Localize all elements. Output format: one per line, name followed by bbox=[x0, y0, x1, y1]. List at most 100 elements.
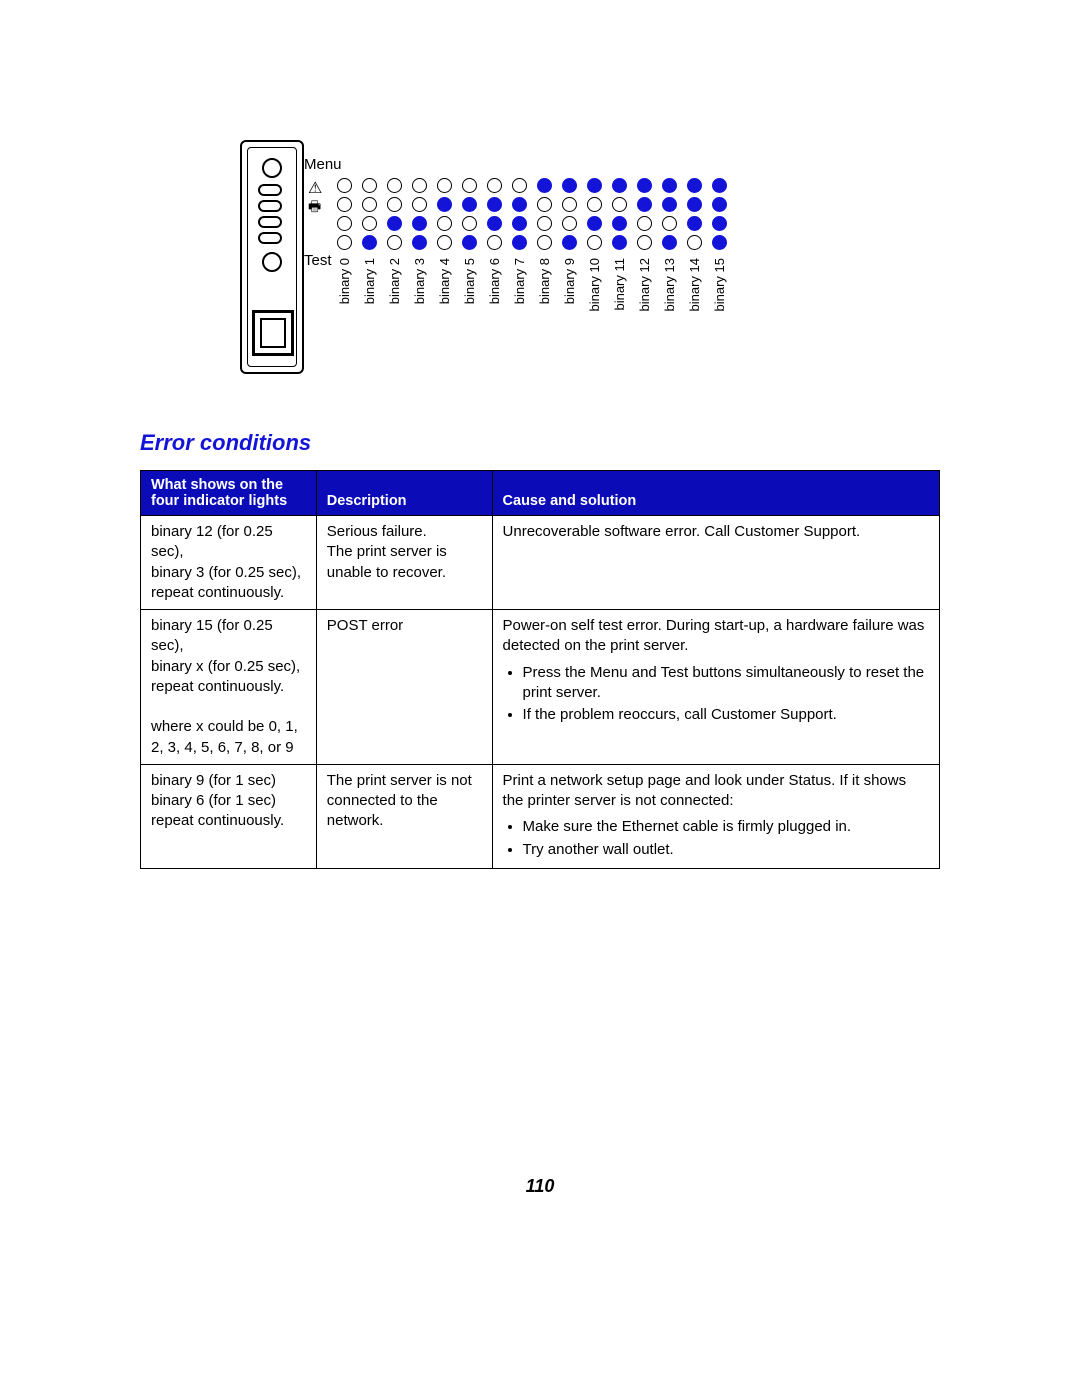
led-column-label: binary 12 bbox=[637, 258, 652, 311]
led-column: binary 4 bbox=[436, 178, 453, 311]
led-on-icon bbox=[512, 216, 527, 231]
led-column-label: binary 11 bbox=[612, 258, 627, 311]
led-column-label: binary 9 bbox=[562, 258, 577, 304]
led-on-icon bbox=[487, 216, 502, 231]
solution-bullet: If the problem reoccurs, call Customer S… bbox=[523, 705, 929, 725]
led-column: binary 2 bbox=[386, 178, 403, 311]
printer-icon: 🖶 bbox=[308, 196, 321, 220]
menu-label: Menu bbox=[304, 156, 342, 173]
led-off-icon bbox=[437, 178, 452, 193]
led-off-icon bbox=[562, 216, 577, 231]
led-off-icon bbox=[587, 197, 602, 212]
led-off-icon bbox=[462, 178, 477, 193]
led-on-icon bbox=[587, 178, 602, 193]
led-on-icon bbox=[687, 197, 702, 212]
led-column: binary 3 bbox=[411, 178, 428, 311]
led-columns: binary 0 binary 1 binary 2 binary 3 binary 4… bbox=[336, 178, 728, 311]
led-on-icon bbox=[462, 235, 477, 250]
led-column: binary 0 bbox=[336, 178, 353, 311]
led-off-icon bbox=[337, 216, 352, 231]
led-column-label: binary 10 bbox=[587, 258, 602, 311]
led-off-icon bbox=[412, 197, 427, 212]
led-column-label: binary 1 bbox=[362, 258, 377, 304]
led-on-icon bbox=[662, 235, 677, 250]
led-on-icon bbox=[437, 197, 452, 212]
solution-bullets: Make sure the Ethernet cable is firmly p… bbox=[503, 817, 929, 860]
led-off-icon bbox=[687, 235, 702, 250]
cell-lights: binary 9 (for 1 sec) binary 6 (for 1 sec… bbox=[141, 764, 317, 868]
led-off-icon bbox=[587, 235, 602, 250]
led-column: binary 14 bbox=[686, 178, 703, 311]
led-off-icon bbox=[487, 178, 502, 193]
device-mid-bars bbox=[258, 184, 282, 248]
table-header: What shows on the four indicator lights bbox=[141, 471, 317, 516]
led-column-label: binary 6 bbox=[487, 258, 502, 304]
solution-bullet: Press the Menu and Test buttons simultan… bbox=[523, 663, 929, 704]
led-column: binary 5 bbox=[461, 178, 478, 311]
cell-description: Serious failure. The print server is una… bbox=[316, 516, 492, 610]
led-on-icon bbox=[487, 197, 502, 212]
led-off-icon bbox=[362, 216, 377, 231]
led-on-icon bbox=[412, 216, 427, 231]
cell-solution: Unrecoverable software error. Call Custo… bbox=[492, 516, 939, 610]
led-on-icon bbox=[537, 178, 552, 193]
cell-solution: Print a network setup page and look unde… bbox=[492, 764, 939, 868]
solution-bullet: Try another wall outlet. bbox=[523, 840, 929, 860]
led-on-icon bbox=[362, 235, 377, 250]
table-row: binary 9 (for 1 sec) binary 6 (for 1 sec… bbox=[141, 764, 940, 868]
led-on-icon bbox=[562, 235, 577, 250]
led-column-label: binary 0 bbox=[337, 258, 352, 304]
led-column: binary 1 bbox=[361, 178, 378, 311]
led-column: binary 8 bbox=[536, 178, 553, 311]
cell-lights: binary 15 (for 0.25 sec), binary x (for … bbox=[141, 610, 317, 765]
led-on-icon bbox=[387, 216, 402, 231]
led-off-icon bbox=[487, 235, 502, 250]
led-off-icon bbox=[662, 216, 677, 231]
led-off-icon bbox=[337, 235, 352, 250]
led-off-icon bbox=[337, 197, 352, 212]
solution-intro: Print a network setup page and look unde… bbox=[503, 771, 929, 812]
solution-intro: Unrecoverable software error. Call Custo… bbox=[503, 522, 929, 542]
led-column-label: binary 13 bbox=[662, 258, 677, 311]
led-column-label: binary 2 bbox=[387, 258, 402, 304]
page-number: 110 bbox=[0, 1176, 1080, 1197]
table-row: binary 12 (for 0.25 sec), binary 3 (for … bbox=[141, 516, 940, 610]
binary-led-diagram: Menu ⚠ 🖶 Test binary 0binary 1binary 2bi… bbox=[240, 140, 940, 400]
led-off-icon bbox=[637, 235, 652, 250]
led-on-icon bbox=[712, 235, 727, 250]
led-off-icon bbox=[637, 216, 652, 231]
led-column: binary 13 bbox=[661, 178, 678, 311]
led-off-icon bbox=[337, 178, 352, 193]
led-off-icon bbox=[462, 216, 477, 231]
led-on-icon bbox=[612, 235, 627, 250]
led-column-label: binary 5 bbox=[462, 258, 477, 304]
led-on-icon bbox=[512, 235, 527, 250]
table-row: binary 15 (for 0.25 sec), binary x (for … bbox=[141, 610, 940, 765]
test-button-dot bbox=[262, 252, 282, 272]
led-on-icon bbox=[612, 178, 627, 193]
led-off-icon bbox=[362, 178, 377, 193]
led-on-icon bbox=[637, 178, 652, 193]
led-off-icon bbox=[612, 197, 627, 212]
led-column: binary 9 bbox=[561, 178, 578, 311]
cell-lights: binary 12 (for 0.25 sec), binary 3 (for … bbox=[141, 516, 317, 610]
led-on-icon bbox=[587, 216, 602, 231]
led-column-label: binary 4 bbox=[437, 258, 452, 304]
cell-solution: Power-on self test error. During start-u… bbox=[492, 610, 939, 765]
led-column: binary 6 bbox=[486, 178, 503, 311]
led-on-icon bbox=[687, 216, 702, 231]
led-on-icon bbox=[662, 197, 677, 212]
led-on-icon bbox=[687, 178, 702, 193]
led-on-icon bbox=[712, 197, 727, 212]
led-off-icon bbox=[512, 178, 527, 193]
led-off-icon bbox=[562, 197, 577, 212]
led-column: binary 10 bbox=[586, 178, 603, 311]
led-on-icon bbox=[412, 235, 427, 250]
led-on-icon bbox=[662, 178, 677, 193]
led-column-label: binary 7 bbox=[512, 258, 527, 304]
section-title: Error conditions bbox=[140, 430, 940, 456]
led-on-icon bbox=[462, 197, 477, 212]
solution-bullets: Press the Menu and Test buttons simultan… bbox=[503, 663, 929, 726]
cell-description: The print server is not connected to the… bbox=[316, 764, 492, 868]
error-conditions-table: What shows on the four indicator lightsD… bbox=[140, 470, 940, 869]
